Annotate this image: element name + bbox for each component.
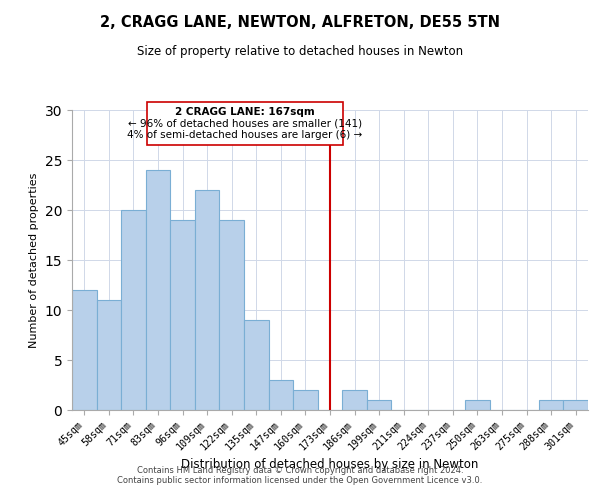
Text: 4% of semi-detached houses are larger (6) →: 4% of semi-detached houses are larger (6… <box>127 130 362 140</box>
Bar <box>195 190 220 410</box>
Bar <box>269 380 293 410</box>
Bar <box>170 220 195 410</box>
Bar <box>146 170 170 410</box>
Bar <box>72 290 97 410</box>
Text: 2 CRAGG LANE: 167sqm: 2 CRAGG LANE: 167sqm <box>175 107 315 117</box>
Bar <box>465 400 490 410</box>
Bar <box>342 390 367 410</box>
Text: ← 96% of detached houses are smaller (141): ← 96% of detached houses are smaller (14… <box>128 119 362 129</box>
Bar <box>121 210 146 410</box>
Y-axis label: Number of detached properties: Number of detached properties <box>29 172 39 348</box>
Bar <box>293 390 318 410</box>
Bar <box>244 320 269 410</box>
X-axis label: Distribution of detached houses by size in Newton: Distribution of detached houses by size … <box>181 458 479 471</box>
Bar <box>97 300 121 410</box>
Bar <box>539 400 563 410</box>
Text: Size of property relative to detached houses in Newton: Size of property relative to detached ho… <box>137 45 463 58</box>
Bar <box>367 400 391 410</box>
Bar <box>220 220 244 410</box>
Bar <box>563 400 588 410</box>
Text: 2, CRAGG LANE, NEWTON, ALFRETON, DE55 5TN: 2, CRAGG LANE, NEWTON, ALFRETON, DE55 5T… <box>100 15 500 30</box>
FancyBboxPatch shape <box>147 102 343 145</box>
Text: Contains HM Land Registry data © Crown copyright and database right 2024.
Contai: Contains HM Land Registry data © Crown c… <box>118 466 482 485</box>
